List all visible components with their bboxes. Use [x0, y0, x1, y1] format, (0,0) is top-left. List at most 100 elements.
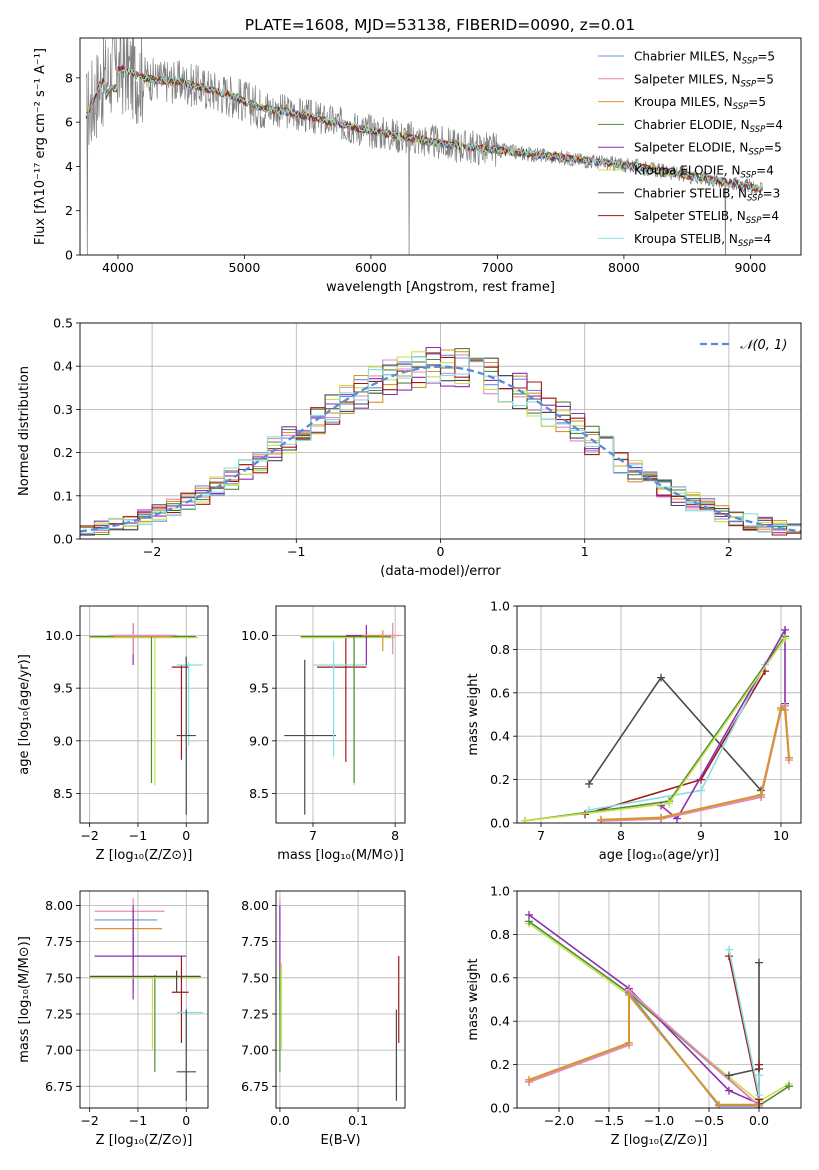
- axes-mass_weight_vs_age: 7 8 9 10 0.0 0.2 0.4 0.6 0.8 1.0 age [log₁₀(age/yr…: [466, 599, 802, 863]
- panel-mass_vs_ebv: 0.0 0.1 6.75 7.00 7.25 7.50 7.75 8.00 E(B-V): [241, 890, 406, 1148]
- panel-age_vs_Z: −2 −1 0 8.5 9.0 9.5 10.0 Z [log₁₀(Z/Z⊙)] age [lo…: [17, 605, 209, 863]
- series-marker: [697, 786, 705, 795]
- tick-label-y: 7.00: [45, 1043, 73, 1058]
- panel-age_vs_mass: 7 8 8.5 9.0 9.5 10.0 mass [log₁₀(M/M⊙)]: [241, 605, 406, 863]
- tick-label-y: 7.00: [241, 1043, 269, 1058]
- tick-label-y: 9.5: [249, 681, 269, 696]
- legend-n: =4: [756, 164, 774, 178]
- tick-label-y: 0.2: [53, 445, 73, 460]
- legend-n: =4: [761, 209, 779, 223]
- series-line: [588, 676, 762, 792]
- tick-label-y: 7.75: [241, 934, 269, 949]
- legend-entry: Salpeter STELIB, NSSP=4: [634, 209, 779, 226]
- tick-label-x: 10: [773, 828, 789, 843]
- axes-mass_vs_Z: −2 −1 0 6.75 7.00 7.25 7.50 7.75 8.00 Z [log₁₀(Z/…: [17, 890, 209, 1148]
- tick-label-x: −2: [80, 828, 98, 843]
- legend-text: Kroupa ELODIE, N: [634, 164, 741, 178]
- series-marker: [625, 991, 633, 1000]
- tick-label-y: 0.8: [490, 642, 510, 657]
- series-line: [728, 962, 760, 1108]
- legend-entry: Kroupa ELODIE, NSSP=4: [634, 164, 774, 181]
- tick-label-y: 6: [65, 115, 73, 130]
- tick-label-x: 4000: [102, 260, 134, 275]
- axis-label-x: age [log₁₀(age/yr)]: [599, 848, 720, 863]
- tick-label-y: 10.0: [45, 628, 73, 643]
- tick-label-x: 2: [725, 544, 733, 559]
- tick-label-y: 1.0: [490, 884, 510, 899]
- tick-label-y: 9.5: [53, 681, 73, 696]
- legend-sub: SSP: [746, 216, 762, 226]
- series-marker: [725, 945, 733, 954]
- tick-label-y: 7.50: [45, 970, 73, 985]
- tick-label-y: 8.00: [45, 898, 73, 913]
- series-marker: [725, 1071, 733, 1080]
- tick-label-y: 0.8: [490, 927, 510, 942]
- axis-label-x: Z [log₁₀(Z/Z⊙)]: [96, 848, 193, 863]
- series-marker: [755, 1090, 763, 1099]
- tick-label-y: 1.0: [490, 599, 510, 614]
- series-marker: [725, 1086, 733, 1095]
- tick-label-x: 7000: [482, 260, 514, 275]
- tick-label-y: 4: [65, 159, 73, 174]
- plot-area-age_vs_mass: [284, 622, 402, 815]
- tick-label-y: 0: [65, 248, 73, 263]
- tick-label-y: 0.2: [490, 772, 510, 787]
- series-marker: [781, 706, 789, 715]
- tick-label-x: −2: [80, 1113, 98, 1128]
- series-marker: [785, 753, 793, 762]
- series-marker: [657, 801, 665, 810]
- series-marker: [781, 634, 789, 643]
- histogram-kroupa-stelib: [80, 356, 801, 534]
- series-marker: [757, 790, 765, 799]
- tick-label-y: 0.1: [53, 488, 73, 503]
- series-line: [528, 990, 759, 1107]
- series-marker: [585, 779, 593, 788]
- tick-label-y: 0.3: [53, 402, 73, 417]
- tick-label-x: 5000: [229, 260, 261, 275]
- tick-label-x: −2: [143, 544, 161, 559]
- axis-label-x: Z [log₁₀(Z/Z⊙)]: [611, 1133, 708, 1148]
- tick-label-x: −1: [287, 544, 305, 559]
- plot-area-spectrum: [85, 38, 764, 255]
- axis-label-x: wavelength [Angstrom, rest frame]: [326, 280, 555, 295]
- legend-n: =5: [748, 95, 766, 109]
- plot-area-mass_vs_Z: [89, 898, 204, 1101]
- histogram-chabrier-stelib: [80, 357, 801, 535]
- legend-text: Chabrier MILES, N: [634, 50, 742, 64]
- series-marker: [715, 1100, 723, 1108]
- tick-label-x: 6000: [355, 260, 387, 275]
- series-marker: [521, 816, 529, 823]
- series-line: [588, 664, 766, 811]
- tick-label-x: −1: [129, 828, 147, 843]
- tick-label-x: 0: [437, 544, 445, 559]
- legend-sub: SSP: [748, 148, 764, 158]
- axis-label-y: mass weight: [466, 673, 481, 755]
- axis-label-y: Flux [fλ10⁻¹⁷ erg cm⁻² s⁻¹ A⁻¹]: [33, 48, 48, 245]
- tick-label-x: 0.1: [348, 1113, 368, 1128]
- tick-label-x: 8000: [608, 260, 640, 275]
- legend-gaussian-label: 𝒩(0, 1): [740, 338, 787, 353]
- axis-label-x: (data-model)/error: [380, 564, 501, 579]
- axis-label-x: Z [log₁₀(Z/Z⊙)]: [96, 1133, 193, 1148]
- series-line: [528, 914, 760, 1105]
- tick-label-y: 8.5: [53, 786, 73, 801]
- model-line-kroupa-elodie: [85, 67, 762, 193]
- axes-frame: [516, 605, 802, 824]
- legend-n: =4: [754, 232, 772, 246]
- axes-mass_vs_ebv: 0.0 0.1 6.75 7.00 7.25 7.50 7.75 8.00 E(B-V): [241, 890, 406, 1148]
- legend-text: Chabrier STELIB, N: [634, 186, 747, 200]
- series-marker: [785, 1082, 793, 1091]
- tick-label-y: 0.4: [53, 359, 73, 374]
- axes-frame: [79, 890, 209, 1109]
- series-marker: [755, 1104, 763, 1108]
- tick-label-y: 8.5: [249, 786, 269, 801]
- tick-label-x: 0: [182, 828, 190, 843]
- tick-label-x: −1.5: [594, 1113, 624, 1128]
- gaussian-curve: [80, 365, 801, 533]
- tick-label-y: 8: [65, 70, 73, 85]
- axes-age_vs_Z: −2 −1 0 8.5 9.0 9.5 10.0 Z [log₁₀(Z/Z⊙)] age [lo…: [17, 605, 209, 863]
- axes-frame: [275, 605, 406, 824]
- axis-label-y: mass [log₁₀(M/M⊙)]: [17, 936, 32, 1063]
- axes-mass_weight_vs_Z: −2.0 −1.5 −1.0 −0.5 0.0 0.0 0.2 0.4 0.6 0.8 1.0 Z […: [466, 884, 802, 1148]
